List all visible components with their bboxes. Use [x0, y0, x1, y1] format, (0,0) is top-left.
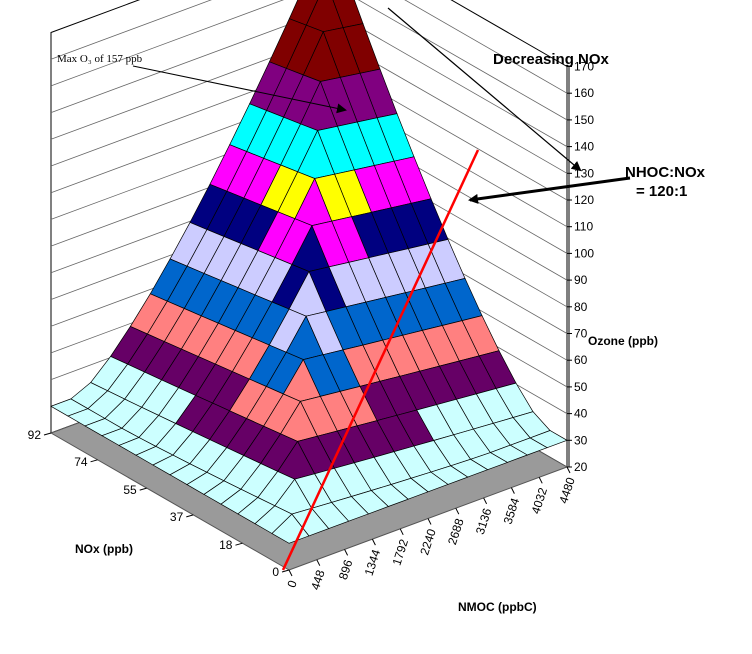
z-tick-label: 60: [574, 353, 588, 367]
ratio-annotation-line1: NHOC:NOx: [625, 164, 706, 181]
right-wall-gridline: [357, 0, 568, 121]
z-tick-label: 50: [574, 380, 588, 394]
z-tick-label: 170: [574, 60, 594, 74]
x-tick-label: 0: [284, 578, 299, 589]
z-tick-label: 110: [574, 220, 593, 234]
x-tick-mark: [483, 497, 488, 505]
x-tick-mark: [427, 518, 432, 525]
x-tick-mark: [371, 538, 376, 546]
x-tick-label: 896: [336, 558, 356, 582]
x-tick-mark: [288, 569, 293, 577]
left-wall-gridline: [50, 9, 330, 113]
x-tick-label: 1344: [362, 547, 384, 577]
y-tick-mark: [43, 432, 52, 436]
x-tick-mark: [316, 559, 321, 566]
right-wall-gridline: [328, 9, 568, 147]
z-tick-label: 100: [574, 246, 594, 260]
x-tick-label: 4032: [528, 486, 550, 516]
x-tick-label: 4480: [556, 475, 578, 505]
max-o3-annotation: Max O₃ of 157 ppb: [57, 53, 143, 65]
z-tick-label: 150: [574, 113, 594, 127]
z-tick-label: 140: [574, 140, 594, 154]
y-axis-title: NOx (ppb): [75, 542, 133, 556]
z-tick-label: 160: [574, 86, 594, 100]
x-tick-label: 3584: [501, 496, 523, 526]
annotation-arrows: [132, 7, 631, 571]
y-tick-label: 18: [219, 538, 233, 552]
left-wall-gridline: [50, 0, 212, 60]
max-o3-arrow: [132, 65, 347, 114]
x-tick-mark: [510, 487, 515, 494]
x-tick-mark: [399, 528, 404, 536]
ratio-arrow: [468, 176, 631, 204]
x-tick-label: 448: [308, 568, 328, 592]
z-tick-label: 40: [574, 407, 588, 421]
y-tick-mark: [90, 459, 98, 463]
z-tick-label: 130: [574, 166, 594, 180]
x-tick-mark: [455, 507, 460, 515]
y-tick-label: 0: [272, 565, 279, 579]
ratio-line: [281, 149, 480, 571]
x-tick-mark: [344, 549, 349, 556]
decreasing-nox-annotation: Decreasing NOx: [493, 51, 610, 68]
x-tick-mark: [566, 466, 571, 474]
z-tick-label: 90: [574, 273, 588, 287]
z-tick-label: 80: [574, 300, 588, 314]
x-tick-label: 3136: [473, 506, 495, 536]
y-tick-label: 37: [170, 510, 184, 524]
y-tick-label: 55: [123, 483, 137, 497]
z-tick-label: 120: [574, 193, 594, 207]
ozone-surface: [50, 0, 568, 544]
y-tick-mark: [281, 569, 290, 573]
y-tick-label: 92: [28, 428, 42, 442]
x-tick-label: 2688: [445, 516, 467, 546]
z-tick-label: 70: [574, 327, 588, 341]
y-tick-mark: [186, 514, 194, 518]
x-tick-label: 2240: [417, 527, 439, 557]
left-wall-gridline: [50, 0, 284, 87]
z-tick-label: 30: [574, 433, 588, 447]
z-axis-title: Ozone (ppb): [588, 334, 658, 348]
x-axis-title: NMOC (ppbC): [458, 600, 537, 614]
right-wall-gridline: [404, 0, 568, 94]
decreasing-nox-arrow: [387, 7, 582, 172]
y-tick-mark: [235, 542, 243, 546]
ratio-annotation-line2: = 120:1: [636, 183, 687, 200]
x-tick-mark: [538, 477, 543, 484]
z-tick-label: 20: [574, 460, 588, 474]
x-tick-label: 1792: [389, 537, 411, 567]
y-tick-label: 74: [74, 455, 88, 469]
y-tick-mark: [139, 487, 147, 491]
